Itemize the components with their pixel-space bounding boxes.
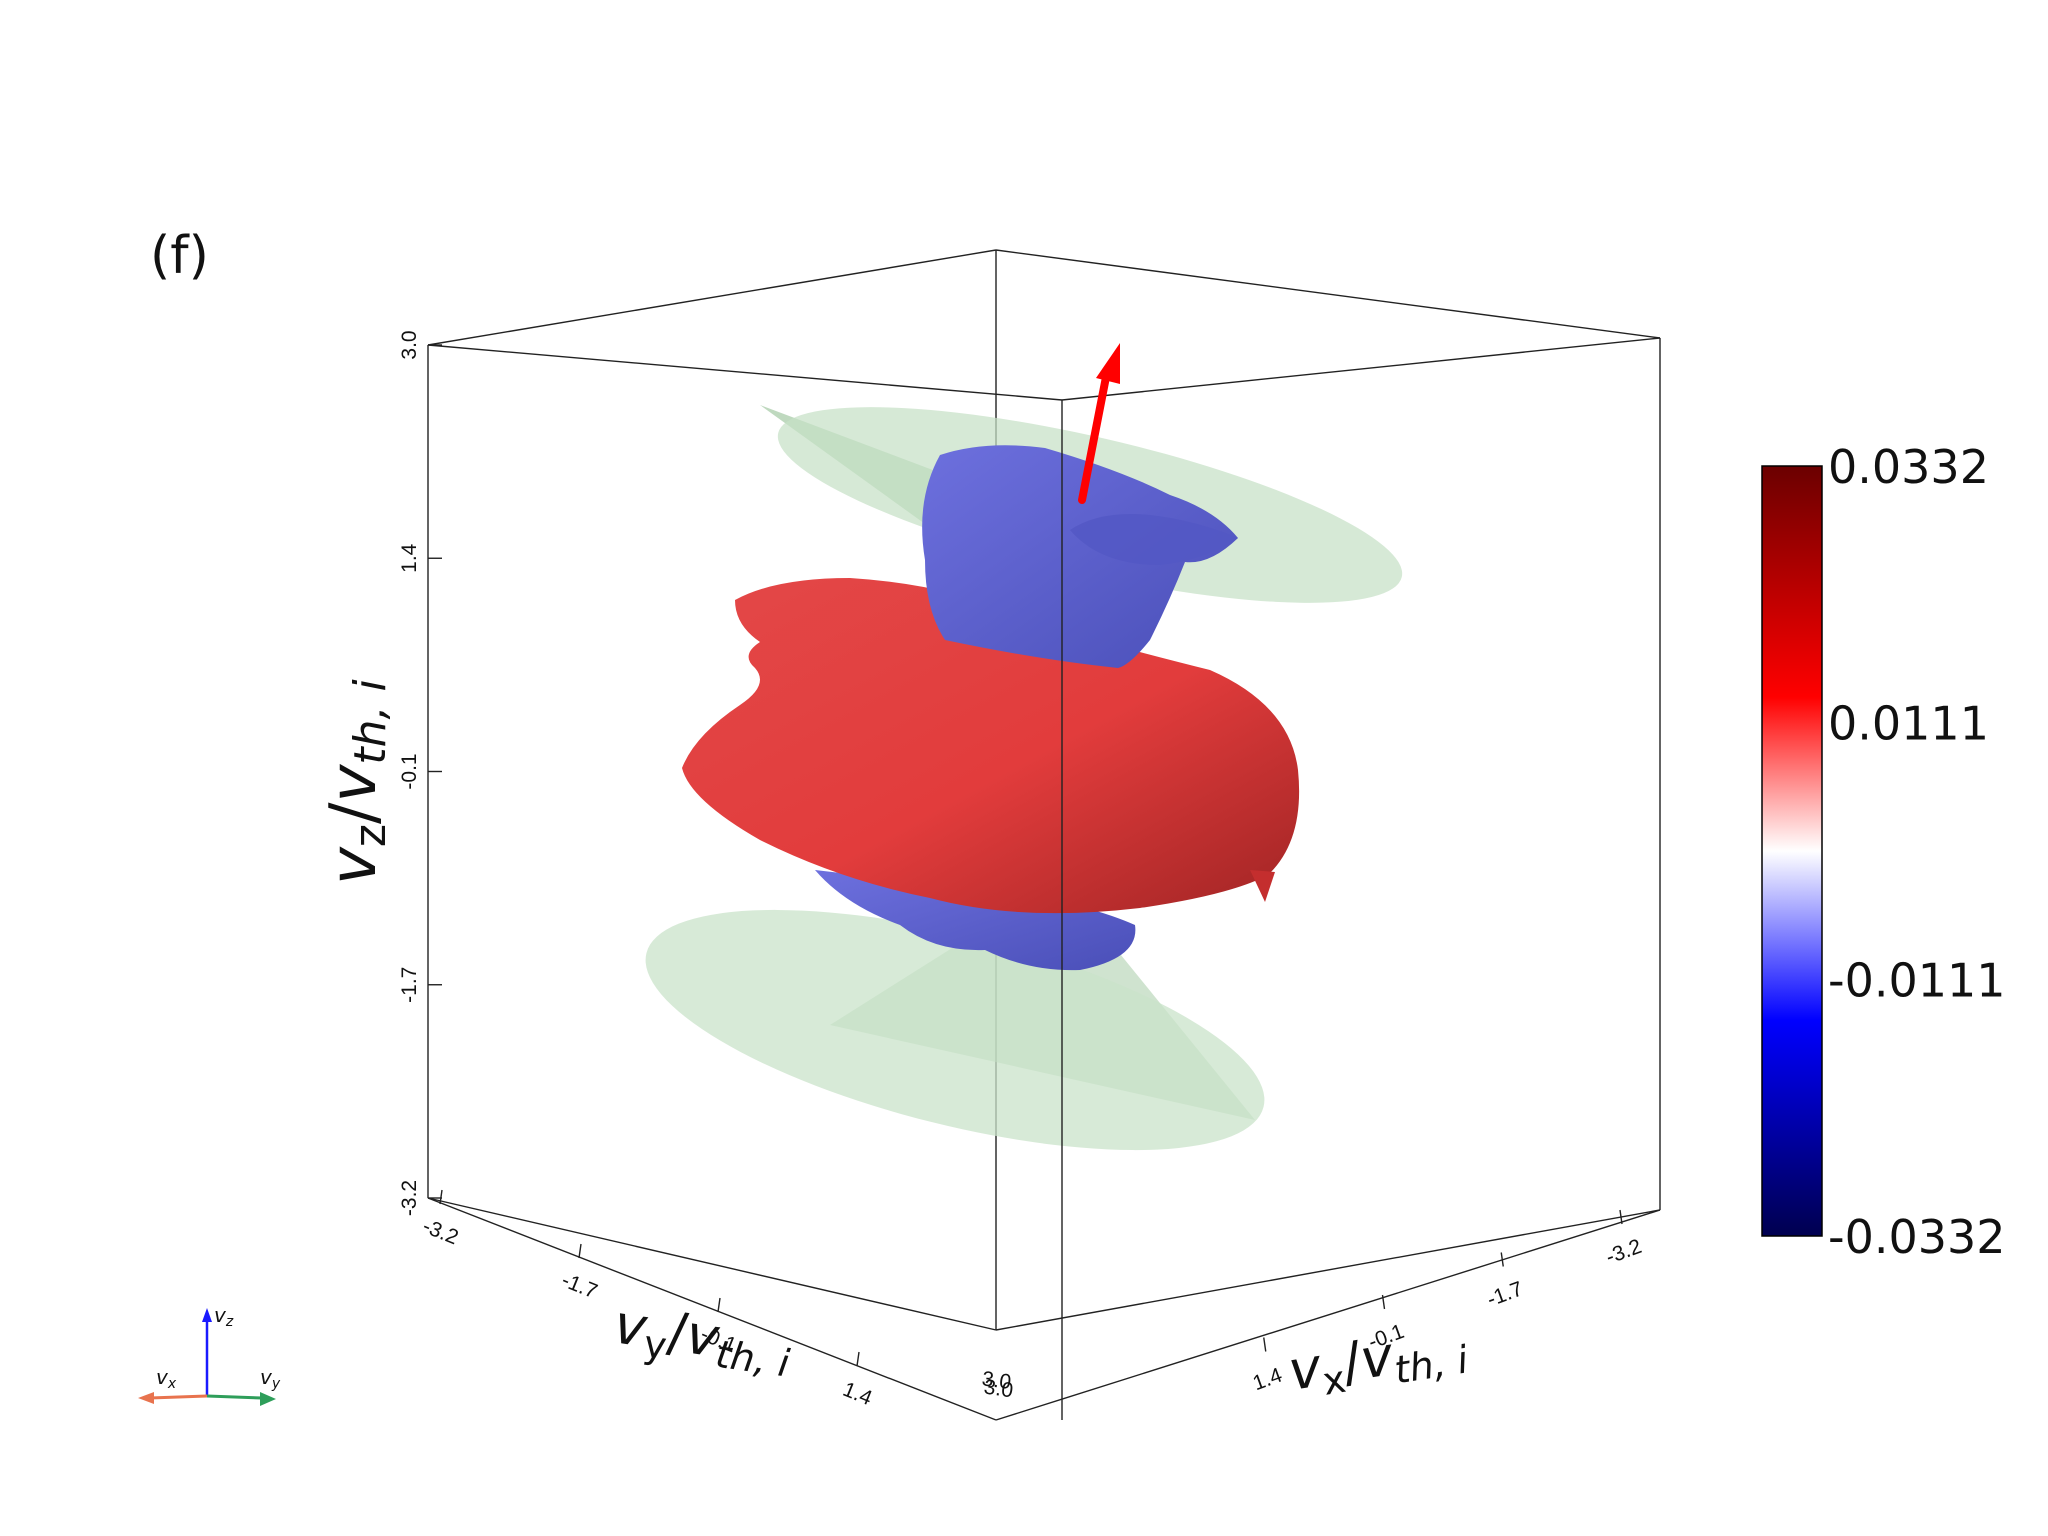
- orientation-x-arrow: [138, 1392, 154, 1404]
- orientation-axes: vz vx vy: [138, 1303, 281, 1406]
- x-tick-label: -3.2: [1603, 1235, 1645, 1269]
- z-tick-label: -0.1: [398, 753, 421, 789]
- lower-cone: [645, 880, 1265, 1151]
- y-tick-mark: [578, 1243, 582, 1259]
- y-tick-mark: [856, 1351, 860, 1367]
- colorbar-bar: [1761, 465, 1823, 1237]
- colorbar-tick-label: -0.0111: [1828, 954, 2006, 1008]
- negative-isosurface-upper: [922, 445, 1238, 668]
- box-edge: [427, 1197, 997, 1421]
- x-axis-title: vx/vth, i: [1284, 1313, 1471, 1409]
- z-tick-label: 3.0: [398, 330, 421, 359]
- box-edge: [427, 1197, 997, 1331]
- x-tick-label: -1.7: [1484, 1277, 1526, 1311]
- corner-tick: 3.0: [980, 1367, 1012, 1394]
- x-axis-ticks: 1.4-0.1-1.7-3.2: [1250, 1209, 1645, 1395]
- panel-label: (f): [150, 226, 209, 286]
- colorbar-ticks: 0.0332 0.0111 -0.0111 -0.0332: [1828, 440, 2006, 1264]
- colorbar-tick-label: -0.0332: [1828, 1210, 2006, 1264]
- colorbar-tick-label: 0.0332: [1828, 440, 1989, 494]
- arrow-shaft: [1078, 368, 1111, 504]
- z-tick-label: -3.2: [398, 1180, 421, 1216]
- lower-cone-base: [645, 909, 1265, 1151]
- box-edge: [1061, 337, 1661, 401]
- orientation-y-arrow: [260, 1392, 276, 1406]
- x-tick-mark: [1619, 1209, 1623, 1225]
- orientation-z-label: vz: [214, 1303, 234, 1330]
- colorbar-tick-label: 0.0111: [1828, 696, 1989, 750]
- positive-isosurface: [682, 578, 1300, 914]
- z-tick-label: 1.4: [398, 543, 421, 573]
- y-tick-label: 1.4: [840, 1378, 876, 1410]
- box-edge: [427, 249, 997, 346]
- direction-arrow: [1078, 343, 1120, 504]
- x-tick-mark: [1500, 1252, 1504, 1267]
- x-tick-label: 1.4: [1250, 1363, 1286, 1395]
- y-tick-label: -1.7: [558, 1269, 600, 1304]
- corner-overlap-ticks: 3.0 3.0: [980, 1367, 1014, 1402]
- box-edge: [427, 344, 1063, 401]
- z-axis-ticks: 3.0 1.4 -0.1 -1.7 -3.2: [398, 330, 442, 1216]
- box-edge: [995, 1209, 1661, 1331]
- corner-tick: 3.0: [982, 1376, 1014, 1403]
- y-tick-label: -3.2: [419, 1215, 461, 1250]
- x-tick-mark: [1381, 1294, 1386, 1310]
- arrow-head: [1096, 343, 1120, 384]
- orientation-x-label: vx: [156, 1365, 177, 1392]
- z-axis-title: vz/vth, i: [317, 678, 396, 885]
- orientation-y-label: vy: [260, 1365, 281, 1392]
- orientation-x-line: [149, 1394, 208, 1400]
- negative-isosurface-lower: [815, 870, 1136, 971]
- y-tick-mark: [439, 1189, 443, 1205]
- x-tick-mark: [1263, 1337, 1267, 1352]
- positive-isosurface-fragment: [1250, 870, 1275, 902]
- orientation-z-arrow: [202, 1308, 212, 1322]
- y-axis-title: vy/vth, i: [609, 1292, 796, 1385]
- negative-isosurface-cap: [1070, 514, 1238, 565]
- y-tick-mark: [717, 1297, 721, 1313]
- orientation-y-line: [206, 1394, 263, 1400]
- colorbar: 0.0332 0.0111 -0.0111 -0.0332: [1761, 440, 2006, 1264]
- bounding-box-front: [427, 338, 1661, 1421]
- box-edge: [995, 1209, 1661, 1421]
- box-edge: [995, 249, 1661, 339]
- z-tick-label: -1.7: [398, 967, 421, 1003]
